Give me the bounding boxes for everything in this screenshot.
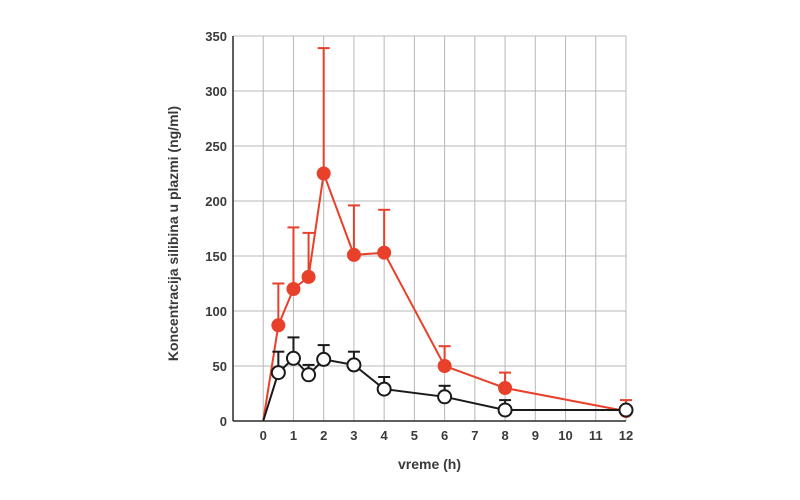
series-2 (262, 336, 634, 422)
y-tick-label: 50 (213, 359, 227, 374)
series-line (262, 173, 627, 422)
x-tick-label: 4 (381, 428, 389, 443)
data-point (437, 359, 452, 373)
y-tick-label: 0 (220, 414, 227, 429)
x-tick-label: 5 (411, 428, 418, 443)
data-point (316, 166, 331, 181)
x-tick-label: 1 (290, 428, 297, 443)
data-point (301, 367, 317, 383)
data-point (618, 402, 634, 418)
y-axis-title: Koncentracija silibina u plazmi (ng/ml) (165, 106, 181, 361)
x-tick-label: 12 (619, 428, 633, 443)
y-tick-label: 200 (205, 194, 227, 209)
y-tick-label: 100 (205, 304, 227, 319)
data-point (377, 245, 392, 260)
series (262, 47, 634, 422)
x-tick-label: 3 (350, 428, 357, 443)
x-tick-label: 2 (320, 428, 327, 443)
data-point (286, 282, 301, 296)
y-tick-label: 150 (205, 249, 227, 264)
axes (232, 36, 626, 422)
data-point (437, 389, 453, 405)
y-tick-label: 350 (205, 29, 227, 44)
data-point (376, 381, 392, 397)
data-point (346, 247, 361, 262)
x-tick-label: 9 (532, 428, 539, 443)
x-axis-title: vreme (h) (398, 456, 461, 472)
x-tick-label: 11 (589, 428, 603, 443)
y-tick-label: 300 (205, 84, 227, 99)
data-point (346, 357, 362, 373)
data-point (271, 318, 286, 333)
data-point (285, 350, 301, 366)
x-tick-label: 6 (441, 428, 448, 443)
x-tick-label: 10 (558, 428, 572, 443)
x-tick-label: 0 (260, 428, 267, 443)
data-point (498, 381, 513, 395)
data-point (316, 351, 332, 367)
data-point (301, 269, 316, 284)
data-point (497, 402, 513, 418)
y-tick-label: 250 (205, 139, 227, 154)
x-tick-label: 7 (471, 428, 478, 443)
series-line (262, 356, 626, 422)
data-point (270, 365, 286, 381)
x-tick-label: 8 (501, 428, 508, 443)
